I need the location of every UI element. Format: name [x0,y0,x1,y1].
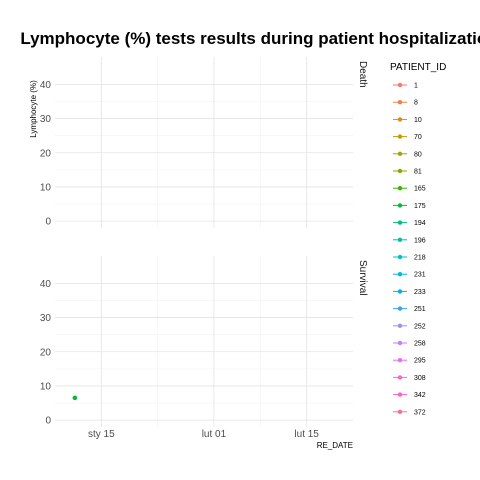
y-axis-title: Lymphocyte (%) [29,80,38,138]
legend-entry: 231 [393,272,426,279]
legend-key-point [397,289,403,294]
legend-entry: 372 [393,409,426,416]
facet-strip-label: Death [357,61,368,88]
x-tick-label: sty 15 [88,429,115,440]
legend-label: 165 [414,186,426,193]
legend-entry: 8 [393,100,418,107]
y-tick-label: 40 [40,279,52,290]
legend-key-point [397,358,403,363]
y-tick-label: 0 [45,217,51,228]
chart-title: Lymphocyte (%) tests results during pati… [20,29,480,48]
x-tick-label: lut 01 [202,429,227,440]
legend-key-point [397,340,403,346]
legend-entry: 258 [393,341,426,348]
legend-label: 251 [414,306,426,313]
data-point [72,395,78,401]
legend-key-point [397,117,403,122]
legend-key-point [397,272,403,277]
y-tick-label: 20 [40,347,52,358]
legend-key-point [397,151,403,156]
legend-label: 231 [414,272,426,279]
legend-label: 196 [414,237,426,244]
legend-label: 308 [414,375,426,382]
legend-key-point [397,134,403,139]
legend-entry: 10 [393,117,422,124]
legend-key-point [397,409,403,414]
y-tick-label: 40 [40,80,52,91]
legend-entry: 251 [393,306,426,313]
legend-label: 70 [414,134,422,141]
legend-label: 1 [414,83,418,90]
legend-entry: 295 [393,358,426,365]
legend-label: 10 [414,117,422,124]
legend-key-point [397,203,403,208]
legend-entry: 70 [393,134,422,141]
legend-entry: 342 [393,392,426,399]
legend-label: 8 [414,100,418,107]
legend-label: 258 [414,341,426,348]
legend-key-point [397,100,403,105]
legend-key-point [397,254,403,260]
legend-label: 372 [414,409,426,416]
legend-label: 218 [414,255,426,262]
legend-entry: 194 [393,220,426,227]
legend-entry: 196 [393,237,426,244]
legend-entry: 175 [393,203,426,210]
legend-label: 233 [414,289,426,296]
legend-key-point [397,375,403,380]
facet-strips: Death Survival [357,61,368,296]
legend-label: 81 [414,169,422,176]
legend-label: 295 [414,358,426,365]
y-tick-label: 0 [45,416,51,427]
legend-key-point [397,323,403,328]
legend-key-point [397,392,403,397]
legend-entry: 218 [393,255,426,262]
y-tick-labels: 0 10 20 30 40 0 10 20 30 40 [40,80,52,427]
legend-key-point [397,237,403,242]
y-tick-label: 10 [40,381,52,392]
legend-entry: 308 [393,375,426,382]
legend-entry: 233 [393,289,426,296]
x-axis-title: RE_DATE [317,441,353,450]
y-tick-label: 30 [40,114,52,125]
legend-label: 175 [414,203,426,210]
legend-entry: 165 [393,186,426,193]
legend-key-point [397,220,403,225]
panel-grids [55,57,353,427]
legend-entry: 1 [393,83,418,90]
legend-label: 252 [414,323,426,330]
x-tick-labels: sty 15 lut 01 lut 15 [88,429,319,440]
legend-key-point [397,186,403,191]
facet-strip-label: Survival [357,260,368,296]
legend: 1 8 10 70 80 81 165 175 194 196 218 231 233 251 252 258… [393,83,426,416]
data-series [72,395,78,401]
legend-key-point [397,306,403,311]
legend-label: 80 [414,151,422,158]
legend-entry: 80 [393,151,422,158]
legend-key-point [397,82,403,88]
legend-entry: 81 [393,169,422,176]
legend-title: PATIENT_ID [390,62,446,73]
y-tick-label: 30 [40,313,52,324]
legend-entry: 252 [393,323,426,330]
y-tick-label: 20 [40,148,52,159]
legend-key-point [397,168,403,174]
legend-label: 342 [414,392,426,399]
legend-label: 194 [414,220,426,227]
x-tick-label: lut 15 [294,429,319,440]
y-tick-label: 10 [40,182,52,193]
